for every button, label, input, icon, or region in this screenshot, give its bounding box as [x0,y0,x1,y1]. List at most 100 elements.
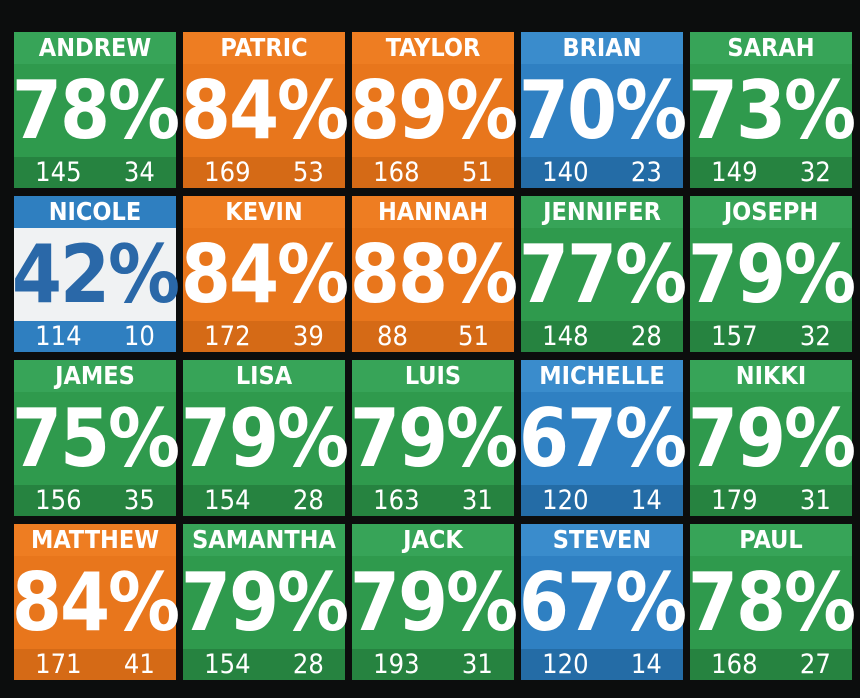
player-card: LISA 79% 154 28 [180,360,349,516]
score-board: ANDREW 78% 145 34 PATRIC 84% 169 53 TAYLOR 89% 168… [11,32,860,680]
stat-left: 171 [35,648,82,680]
player-name: SARAH [690,32,852,64]
stat-left: 114 [35,320,82,352]
stat-right: 31 [461,484,493,516]
stat-left: 148 [542,320,589,352]
player-percent: 79% [349,391,518,485]
player-percent: 78% [11,63,180,157]
card-footer: 193 31 [352,648,514,680]
player-percent: 67% [518,555,687,649]
stat-left: 140 [542,156,589,188]
player-name: MATTHEW [14,524,176,556]
stat-left: 88 [377,320,408,352]
stat-right: 27 [799,648,831,680]
player-percent: 79% [180,391,349,485]
player-percent: 84% [11,555,180,649]
card-footer: 145 34 [14,156,176,188]
player-name: JAMES [14,360,176,392]
player-percent: 79% [180,555,349,649]
stat-left: 169 [204,156,251,188]
stat-left: 163 [373,484,420,516]
player-name: SAMANTHA [183,524,345,556]
player-card: BRIAN 70% 140 23 [518,32,687,188]
player-card: TAYLOR 89% 168 51 [349,32,518,188]
stat-left: 168 [711,648,758,680]
stat-left: 154 [204,648,251,680]
player-name: JOSEPH [690,196,852,228]
stat-right: 51 [461,156,493,188]
player-name: BRIAN [521,32,683,64]
stat-right: 51 [458,320,489,352]
stat-right: 14 [630,484,662,516]
stat-left: 149 [711,156,758,188]
card-footer: 120 14 [521,484,683,516]
card-footer: 157 32 [690,320,852,352]
player-name: LISA [183,360,345,392]
player-card: PATRIC 84% 169 53 [181,32,349,188]
player-name: TAYLOR [352,32,514,64]
player-name: NICOLE [14,196,176,228]
card-footer: 168 27 [690,648,852,680]
player-percent: 79% [687,227,856,321]
player-name: STEVEN [521,524,683,556]
card-footer: 154 28 [183,648,345,680]
player-percent: 78% [687,555,856,649]
player-card: NICOLE 42% 114 10 [11,196,180,352]
card-footer: 140 23 [521,156,683,188]
player-name: JENNIFER [521,196,683,228]
player-name: MICHELLE [521,360,683,392]
player-card: JAMES 75% 156 35 [11,360,180,516]
player-name: ANDREW [14,32,176,64]
stat-right: 10 [123,320,155,352]
stat-right: 28 [630,320,662,352]
stat-right: 14 [630,648,662,680]
card-footer: 171 41 [14,648,176,680]
card-footer: 154 28 [183,484,345,516]
card-footer: 179 31 [690,484,852,516]
player-percent: 75% [11,391,180,485]
player-card: LUIS 79% 163 31 [349,360,518,516]
player-percent: 79% [687,391,856,485]
player-percent: 67% [518,391,687,485]
player-name: KEVIN [183,196,345,228]
stat-right: 35 [123,484,155,516]
card-footer: 169 53 [183,156,345,188]
stat-right: 53 [292,156,324,188]
stat-right: 31 [799,484,831,516]
player-card: SARAH 73% 149 32 [688,32,856,188]
card-footer: 120 14 [521,648,683,680]
player-name: HANNAH [352,196,514,228]
stat-right: 28 [292,648,324,680]
stat-left: 120 [542,648,589,680]
stat-right: 41 [123,648,155,680]
stat-left: 120 [542,484,589,516]
stat-left: 193 [373,648,420,680]
player-card: NIKKI 79% 179 31 [687,360,856,516]
card-footer: 163 31 [352,484,514,516]
card-footer: 88 51 [352,320,514,352]
player-name: PATRIC [183,32,345,64]
stat-right: 32 [799,320,831,352]
player-percent: 84% [180,227,349,321]
player-percent: 88% [349,227,518,321]
player-percent: 70% [518,63,687,157]
player-card: MATTHEW 84% 171 41 [11,524,180,680]
stat-left: 172 [204,320,251,352]
stat-left: 145 [35,156,82,188]
stat-left: 154 [204,484,251,516]
player-name: PAUL [690,524,852,556]
stat-right: 34 [123,156,155,188]
player-name: JACK [352,524,514,556]
player-percent: 89% [349,63,518,157]
card-footer: 168 51 [352,156,514,188]
stat-right: 39 [292,320,324,352]
player-percent: 42% [11,227,180,321]
player-card: KEVIN 84% 172 39 [180,196,349,352]
card-footer: 149 32 [690,156,852,188]
player-percent: 79% [349,555,518,649]
player-card: JENNIFER 77% 148 28 [519,196,687,352]
stat-left: 168 [373,156,420,188]
stat-right: 32 [799,156,831,188]
stat-left: 157 [711,320,758,352]
